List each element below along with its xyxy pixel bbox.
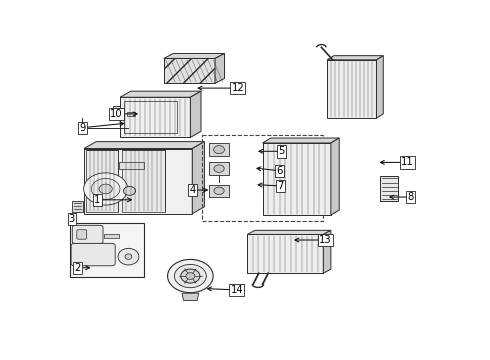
Circle shape (181, 269, 200, 283)
Ellipse shape (118, 248, 139, 265)
Polygon shape (247, 230, 331, 234)
Polygon shape (84, 149, 192, 214)
Polygon shape (126, 112, 135, 116)
Polygon shape (376, 56, 383, 118)
Polygon shape (380, 176, 398, 201)
Polygon shape (263, 143, 331, 215)
Text: 14: 14 (230, 285, 243, 295)
Text: 1: 1 (94, 195, 100, 205)
Polygon shape (120, 91, 201, 97)
Circle shape (214, 187, 224, 194)
Text: 9: 9 (79, 123, 85, 133)
Text: 2: 2 (74, 263, 80, 273)
Polygon shape (84, 141, 204, 149)
Polygon shape (247, 234, 323, 273)
Polygon shape (263, 138, 339, 143)
FancyBboxPatch shape (71, 243, 115, 266)
Text: 7: 7 (277, 181, 284, 191)
Polygon shape (209, 162, 229, 175)
Polygon shape (72, 201, 83, 212)
Polygon shape (164, 53, 224, 58)
Circle shape (186, 273, 195, 279)
Polygon shape (113, 105, 120, 112)
Polygon shape (119, 162, 144, 170)
Text: 10: 10 (110, 109, 122, 119)
Polygon shape (327, 60, 376, 118)
Circle shape (123, 186, 136, 195)
FancyBboxPatch shape (72, 225, 103, 244)
Polygon shape (122, 150, 165, 212)
Polygon shape (331, 138, 339, 215)
Text: 5: 5 (278, 146, 285, 156)
Text: 8: 8 (408, 192, 414, 202)
Polygon shape (86, 150, 119, 212)
Polygon shape (120, 97, 190, 138)
Polygon shape (190, 91, 201, 138)
Circle shape (91, 179, 120, 199)
Polygon shape (182, 293, 199, 301)
Polygon shape (209, 143, 229, 156)
Circle shape (174, 264, 206, 288)
Polygon shape (209, 185, 229, 197)
Text: 12: 12 (231, 83, 244, 93)
Text: 3: 3 (69, 214, 75, 224)
Text: 6: 6 (276, 166, 283, 176)
Circle shape (214, 146, 224, 154)
Circle shape (168, 260, 213, 293)
Circle shape (214, 165, 224, 172)
Polygon shape (215, 53, 224, 84)
Polygon shape (104, 234, 119, 238)
Polygon shape (70, 223, 144, 278)
FancyBboxPatch shape (77, 230, 87, 239)
Circle shape (84, 173, 128, 205)
Polygon shape (327, 56, 383, 60)
Circle shape (99, 184, 112, 194)
Text: 11: 11 (401, 157, 414, 167)
Polygon shape (164, 58, 215, 84)
Polygon shape (323, 230, 331, 273)
Text: 13: 13 (319, 235, 332, 245)
Ellipse shape (125, 254, 132, 260)
Polygon shape (192, 141, 204, 214)
Text: 4: 4 (189, 185, 196, 195)
